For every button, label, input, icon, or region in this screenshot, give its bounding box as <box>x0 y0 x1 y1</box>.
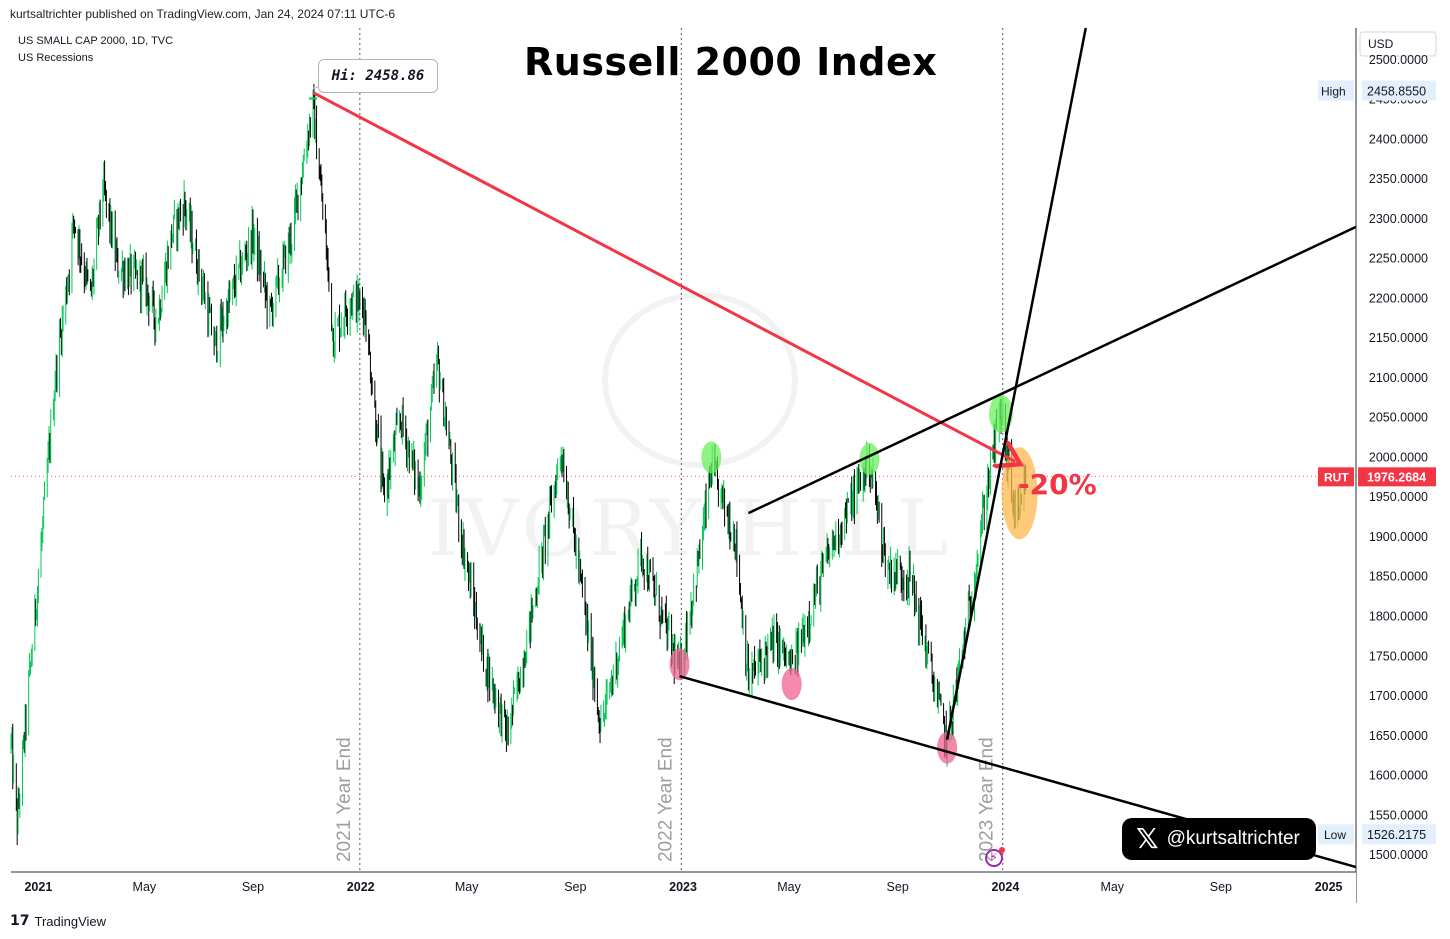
price-tick-label: 1750.0000 <box>1369 649 1428 663</box>
time-axis-bg <box>11 872 1356 903</box>
price-tick-label: 2150.0000 <box>1369 331 1428 345</box>
price-axis-bg <box>1356 28 1440 905</box>
currency-button <box>1359 31 1437 57</box>
pivot-markers <box>669 394 1038 764</box>
year-end-label: 2021 Year End <box>334 737 355 862</box>
time-tick-label: Sep <box>564 880 586 894</box>
legend-symbol[interactable]: US SMALL CAP 2000, 1D, TVC <box>18 35 174 47</box>
time-tick-label: May <box>133 880 157 894</box>
price-axis-labels: USD2500.00002450.00002400.00002350.00002… <box>1318 31 1437 862</box>
high-callout: Hi: 2458.86 <box>318 59 438 93</box>
price-tick-label: 1700.0000 <box>1369 689 1428 703</box>
decline-arrow <box>312 91 1015 462</box>
last-price-tag <box>1358 467 1436 487</box>
x-logo-icon: 𝕏 <box>1136 822 1159 855</box>
last-price-value: 1976.2684 <box>1367 470 1426 484</box>
price-tick-label: 2100.0000 <box>1369 371 1428 385</box>
high-marker <box>988 394 1013 433</box>
time-tick-label: May <box>455 880 479 894</box>
trendline <box>747 225 1357 515</box>
low-marker <box>937 731 958 764</box>
notification-dot <box>999 847 1005 853</box>
price-tick-label: 1900.0000 <box>1369 530 1428 544</box>
tradingview-footer[interactable]: 17 TradingView <box>10 913 106 929</box>
axes <box>11 28 1440 905</box>
high-tag-label: High <box>1321 85 1346 99</box>
time-tick-label: 2025 <box>1315 880 1343 894</box>
legend-study[interactable]: US Recessions <box>18 52 94 64</box>
watermark-text: IVORY HILL <box>428 484 953 574</box>
time-tick-label: 2021 <box>24 880 52 894</box>
social-badge: 𝕏 @kurtsaltrichter <box>1122 818 1316 860</box>
tradingview-logo-icon: 17 <box>10 913 30 929</box>
price-tick-label: 2250.0000 <box>1369 252 1428 266</box>
price-tick-label: 1800.0000 <box>1369 610 1428 624</box>
high-tag <box>1318 80 1354 101</box>
time-tick-label: Sep <box>887 880 909 894</box>
percent-annotation: -20% <box>1018 468 1097 501</box>
time-axis-labels: 2021 May Sep 2022 May Sep 2023 May Sep 2024 May Sep… <box>24 880 1342 894</box>
high-marker <box>701 441 722 474</box>
low-value-tag <box>1362 824 1436 845</box>
price-tick-label: 1600.0000 <box>1369 769 1428 783</box>
time-tick-label: Sep <box>242 880 264 894</box>
price-tick-label: 1650.0000 <box>1369 729 1428 743</box>
chart-title: Russell 2000 Index <box>524 40 938 84</box>
time-tick-label: May <box>777 880 801 894</box>
price-tick-label: 2500.0000 <box>1369 53 1428 67</box>
price-tick-label: 2000.0000 <box>1369 450 1428 464</box>
trendlines <box>309 27 1357 869</box>
high-value-tag <box>1362 80 1436 101</box>
time-tick-label: May <box>1100 880 1124 894</box>
current-marker <box>1001 447 1038 540</box>
time-tick-label: 2024 <box>991 880 1019 894</box>
price-tick-label: 1850.0000 <box>1369 570 1428 584</box>
trendline <box>945 27 1087 741</box>
time-tick-label: 2022 <box>347 880 375 894</box>
symbol-tag <box>1318 467 1354 487</box>
year-end-label: 2023 Year End <box>977 737 998 862</box>
elephant-logo-icon <box>602 292 798 468</box>
low-marker <box>781 668 802 701</box>
publisher-line: kurtsaltrichter published on TradingView… <box>10 7 396 21</box>
year-end-label: 2022 Year End <box>655 737 676 862</box>
price-tick-label: 2400.0000 <box>1369 132 1428 146</box>
high-value: 2458.8550 <box>1367 85 1426 99</box>
price-tick-label: 2200.0000 <box>1369 291 1428 305</box>
symbol-tag-label: RUT <box>1324 470 1349 484</box>
price-tick-label: 1500.0000 <box>1369 848 1428 862</box>
time-tick-label: 2023 <box>669 880 697 894</box>
time-tick-label: Sep <box>1210 880 1232 894</box>
price-tick-label: 2350.0000 <box>1369 172 1428 186</box>
price-tick-label: 1950.0000 <box>1369 490 1428 504</box>
low-marker <box>669 648 690 681</box>
price-tick-label: 1550.0000 <box>1369 808 1428 822</box>
social-handle: @kurtsaltrichter <box>1166 828 1300 849</box>
lightning-icon[interactable]: ⚡ <box>985 847 1005 867</box>
footer-brand: TradingView <box>34 913 107 929</box>
currency-label: USD <box>1368 37 1394 51</box>
high-marker <box>859 443 880 476</box>
watermark: IVORY HILL <box>428 292 953 574</box>
low-tag-label: Low <box>1324 828 1346 842</box>
low-value: 1526.2175 <box>1367 828 1426 842</box>
low-tag <box>1318 824 1354 845</box>
price-tick-label: 2050.0000 <box>1369 411 1428 425</box>
price-tick-label: 2300.0000 <box>1369 212 1428 226</box>
year-end-lines: 2021 Year End 2022 Year End 2023 Year End <box>11 28 1356 871</box>
